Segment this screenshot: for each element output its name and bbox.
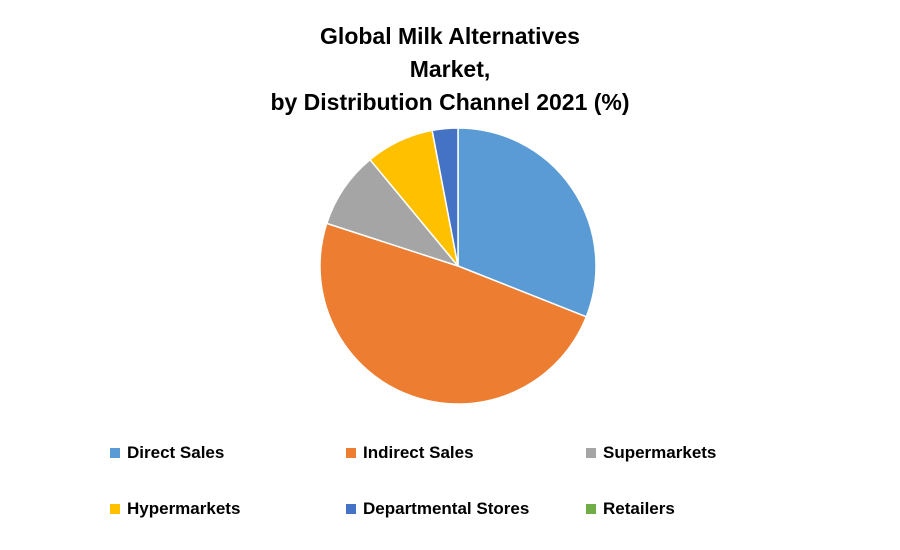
legend-item-hypermarkets: Hypermarkets — [110, 499, 346, 519]
chart-title-line-2: Market, — [409, 56, 491, 82]
legend-label: Hypermarkets — [127, 499, 241, 518]
legend-swatch-icon — [586, 448, 596, 458]
pie-slice-departmental-stores — [431, 127, 459, 267]
chart-title-line-3: by Distribution Channel 2021 (%) — [270, 89, 630, 115]
legend-item-retailers: Retailers — [586, 499, 806, 519]
legend-label: Departmental Stores — [363, 499, 530, 518]
legend-item-supermarkets: Supermarkets — [586, 443, 806, 463]
legend-label: Indirect Sales — [363, 443, 474, 462]
legend-swatch-icon — [346, 504, 356, 514]
legend-swatch-icon — [586, 504, 596, 514]
pie-chart-area — [317, 125, 599, 407]
chart-legend: Direct Sales Indirect Sales Supermarkets Hy… — [110, 443, 806, 519]
legend-label: Direct Sales — [127, 443, 225, 462]
chart-title: Global Milk Alternatives Market, by Dist… — [0, 20, 900, 119]
pie-chart — [319, 127, 597, 405]
legend-item-indirect-sales: Indirect Sales — [346, 443, 586, 463]
pie-slice-indirect-sales — [319, 222, 588, 405]
legend-label: Supermarkets — [603, 443, 717, 462]
legend-swatch-icon — [110, 448, 120, 458]
legend-item-departmental-stores: Departmental Stores — [346, 499, 586, 519]
chart-title-line-1: Global Milk Alternatives — [320, 23, 580, 49]
pie-slice-direct-sales — [457, 127, 597, 318]
legend-swatch-icon — [346, 448, 356, 458]
legend-item-direct-sales: Direct Sales — [110, 443, 346, 463]
legend-swatch-icon — [110, 504, 120, 514]
legend-label: Retailers — [603, 499, 675, 518]
